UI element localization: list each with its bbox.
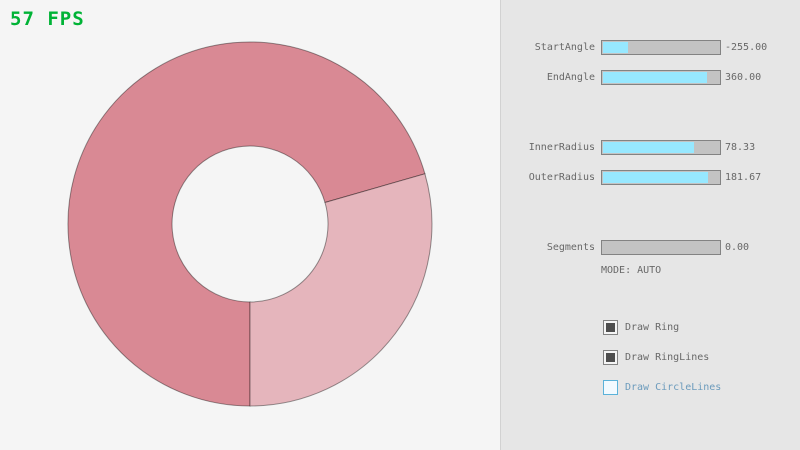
start-angle-slider[interactable] [601,40,721,55]
end-angle-value: 360.00 [725,72,762,83]
checkmark-icon [606,323,615,332]
control-panel: StartAngle -255.00 EndAngle 360.00 Inner… [500,0,800,450]
checkmark-icon [606,353,615,362]
slider-row-inner-radius: InnerRadius 78.33 [501,140,800,155]
slider-row-outer-radius: OuterRadius 181.67 [501,170,800,185]
draw-circlelines-checkbox-label: Draw CircleLines [625,382,722,393]
draw-ring-checkbox-label: Draw Ring [625,322,680,333]
end-angle-slider-fill [603,72,708,83]
segments-slider[interactable] [601,240,721,255]
draw-ringlines-checkbox-label: Draw RingLines [625,352,710,363]
checkbox-row-draw-ring: Draw Ring [601,320,800,335]
draw-circlelines-checkbox[interactable] [603,380,618,395]
ring-single-segment [249,173,433,407]
draw-ringlines-checkbox[interactable] [603,350,618,365]
outer-radius-slider[interactable] [601,170,721,185]
slider-row-segments: Segments 0.00 [501,240,800,255]
ring-overlap-segment [67,41,426,407]
outer-radius-slider-fill [603,172,709,183]
start-angle-slider-fill [603,42,629,53]
outer-radius-label: OuterRadius [528,172,595,183]
segments-value: 0.00 [725,242,750,253]
fps-counter: 57 FPS [10,8,85,30]
checkbox-row-draw-circlelines: Draw CircleLines [601,380,800,395]
end-angle-slider[interactable] [601,70,721,85]
slider-row-start-angle: StartAngle -255.00 [501,40,800,55]
inner-radius-label: InnerRadius [528,142,595,153]
mode-status-text: MODE: AUTO [601,265,662,276]
inner-radius-value: 78.33 [725,142,756,153]
slider-row-end-angle: EndAngle 360.00 [501,70,800,85]
draw-ring-checkbox[interactable] [603,320,618,335]
outer-radius-value: 181.67 [725,172,762,183]
segments-label: Segments [546,242,595,253]
end-angle-label: EndAngle [546,72,595,83]
checkbox-row-draw-ringlines: Draw RingLines [601,350,800,365]
ring-canvas [67,41,433,407]
inner-radius-slider-fill [603,142,694,153]
start-angle-value: -255.00 [725,42,768,53]
inner-radius-slider[interactable] [601,140,721,155]
start-angle-label: StartAngle [534,42,595,53]
